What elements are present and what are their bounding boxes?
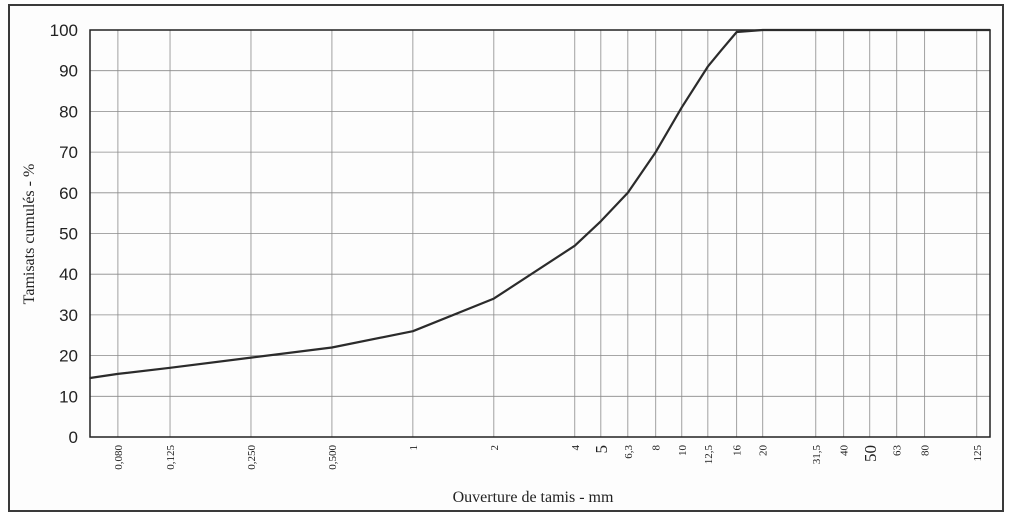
y-tick-label: 10 [59,387,78,406]
data-point [412,330,414,332]
data-point [989,29,991,31]
data-point [117,373,119,375]
x-tick-label: 40 [839,445,851,457]
plot-area-border [89,29,991,438]
x-tick-label: 0,080 [113,445,125,470]
x-axis-ticks: 0,080 0,125 0,250 0,500 1 2 4 5 6,3 8 10 12,5 16 20 31… [113,445,984,470]
series-line [89,28,990,380]
y-tick-label: 100 [50,21,78,40]
data-point [761,29,764,31]
data-point [735,31,738,33]
x-tick-label: 0,125 [165,445,177,470]
y-tick-label: 60 [59,184,78,203]
chart-frame [8,4,1004,512]
data-point [707,65,709,68]
y-tick-label: 0 [69,428,78,447]
data-point [654,151,657,153]
x-tick-label: 50 [861,445,880,462]
x-tick-label: 1 [408,445,420,451]
x-tick-label: 12,5 [703,445,715,465]
x-tick-label: 4 [570,445,582,451]
data-point [600,220,602,223]
data-point [680,106,683,109]
grid [90,29,990,438]
x-axis-title: Ouverture de tamis - mm [453,489,614,506]
x-tick-label: 63 [892,445,904,457]
x-tick-label: 0,250 [246,445,258,470]
y-tick-label: 80 [59,102,78,121]
y-axis-title: Tamisats cumulés - % [21,164,38,305]
x-tick-label: 80 [920,445,932,457]
data-point [89,377,91,379]
x-tick-label: 6,3 [623,445,635,459]
data-point [250,356,252,359]
x-tick-label: 8 [651,445,663,451]
y-axis-ticks: 0 10 20 30 40 50 60 70 80 90 100 [50,21,78,447]
x-tick-label: 20 [758,445,770,457]
data-point [169,367,171,369]
data-point [331,346,333,349]
data-point [573,244,576,247]
y-tick-label: 20 [59,347,78,366]
x-tick-label: 31,5 [811,445,823,465]
x-tick-label: 0,500 [327,445,339,470]
y-tick-label: 50 [59,225,78,244]
y-tick-label: 30 [59,306,78,325]
x-tick-label: 125 [972,445,984,462]
x-tick-label: 5 [592,445,611,454]
y-tick-label: 40 [59,265,78,284]
series-group [89,28,991,380]
x-tick-label: 2 [489,445,501,451]
y-tick-label: 70 [59,143,78,162]
data-point [627,192,629,194]
x-tick-label: 16 [732,445,744,457]
data-point [720,49,722,52]
x-tick-label: 10 [677,445,689,457]
data-point [493,297,495,300]
y-tick-label: 90 [59,62,78,81]
